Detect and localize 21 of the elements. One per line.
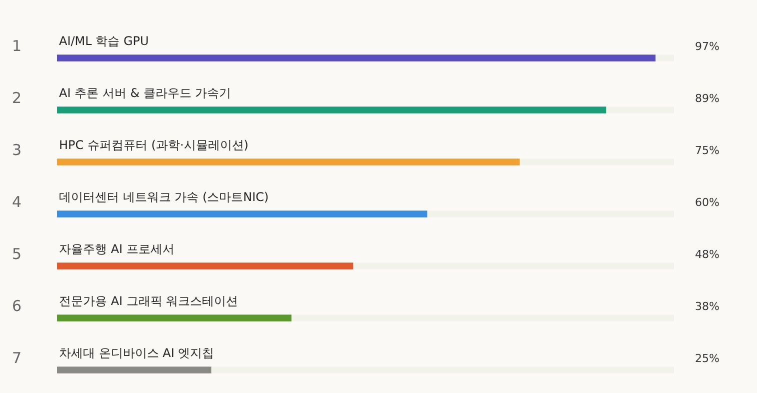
y-tick-label: 차세대 온디바이스 AI 엣지칩 <box>59 346 214 360</box>
data-label: 75% <box>695 144 720 157</box>
y-tick-label: AI 추론 서버 & 클라우드 가속기 <box>59 86 232 100</box>
text: 5 <box>12 245 22 263</box>
y-tick-label: HPC 슈퍼컴퓨터 (과학·시뮬레이션) <box>59 138 248 152</box>
text: 2 <box>12 89 22 107</box>
y-tick-label: 전문가용 AI 그래픽 워크스테이션 <box>59 294 238 308</box>
text: 1 <box>12 37 22 55</box>
data-label: 48% <box>695 248 720 261</box>
text: 7 <box>12 349 22 367</box>
text: 3 <box>12 141 22 159</box>
text: 4 <box>12 193 22 211</box>
data-label: 25% <box>695 352 720 365</box>
data-label: 60% <box>695 196 720 209</box>
data-label: 97% <box>695 40 720 53</box>
y-tick-label: AI/ML 학습 GPU <box>59 34 149 48</box>
data-label: 38% <box>695 300 720 313</box>
text: 6 <box>12 297 22 315</box>
y-tick-label: 데이터센터 네트워크 가속 (스마트NIC) <box>59 190 269 204</box>
y-tick-label: 자율주행 AI 프로세서 <box>59 242 174 256</box>
data-label: 89% <box>695 92 720 105</box>
